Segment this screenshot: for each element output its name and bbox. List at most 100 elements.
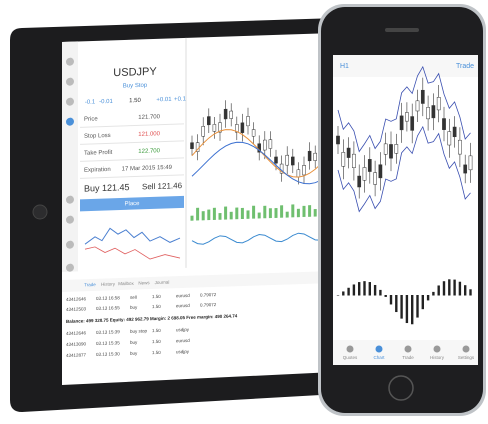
symbol: USDJPY [113,66,157,79]
candle [394,144,399,154]
candle [399,115,404,131]
histogram-bar [426,295,430,301]
field-value[interactable]: 121.000 [138,131,160,138]
histogram-bar [379,289,382,296]
volume-bar [196,207,200,221]
volume-bar [235,207,239,220]
tab-icon[interactable] [462,345,470,353]
histogram-bar [400,295,403,319]
timeframe[interactable]: H1 [340,63,349,70]
volume-bar [212,207,216,220]
candle [285,154,289,166]
cell: 43412646 [66,330,87,336]
field-label: Expiration [84,167,111,174]
cell: buy stop [130,328,148,334]
band-line [337,65,471,153]
histogram-bar [432,291,435,296]
phone-tab[interactable]: History [430,355,445,360]
phone-screen [333,55,478,365]
cell: 0.79072 [200,302,217,308]
cell: eurusd [176,338,190,343]
volume-bar [257,212,261,219]
candle [383,143,388,155]
volume-bar [224,206,228,220]
step[interactable]: -0.1 [85,99,96,105]
tab[interactable]: Mailbox [118,281,134,287]
histogram-bar [347,287,350,296]
tab-icon[interactable] [375,345,383,353]
cell: 1.50 [152,350,161,355]
candle [207,116,211,126]
candle [341,152,346,167]
candle [420,89,425,104]
candle [389,144,393,159]
histogram-bar [352,284,356,296]
cell: usdjpy [176,327,190,332]
volume-bar [313,208,317,217]
tab-icon[interactable] [404,345,412,353]
place-label[interactable]: Place [124,201,140,208]
histogram-bar [395,295,398,313]
volume-bar [252,205,256,219]
balance: Balance: 499 328.75 Equity: 492 962.79 M… [66,313,238,324]
histogram-bar [437,285,440,296]
phone-tab[interactable]: Quotes [343,355,358,360]
histogram-bar [458,281,462,296]
step[interactable]: -0.01 [99,99,113,105]
home-button[interactable] [388,375,414,401]
candle [415,100,420,112]
candle [447,131,452,146]
step[interactable]: +0.1 [174,96,187,102]
candle [223,108,228,120]
cell: buy [130,351,138,356]
tab[interactable]: Journal [155,280,170,285]
tab[interactable]: Trade [84,282,96,287]
cell: buy [130,305,138,310]
tab[interactable]: News [138,280,150,285]
histogram-bar [358,282,361,296]
volume-bar [229,211,233,220]
candle [458,139,462,155]
phone-tab[interactable]: Trade [402,355,414,360]
candle [352,153,356,168]
candle [336,135,340,145]
cell: sell [130,295,137,300]
candle [373,172,377,185]
volume-bar [285,211,289,218]
field-line [80,157,184,162]
field-value[interactable]: 122.700 [138,148,160,155]
volume-bar [308,205,312,217]
candle [468,155,473,171]
histogram-bar [336,295,340,296]
tab-icon[interactable] [433,345,441,353]
candle [201,125,205,137]
step[interactable]: +0.01 [156,97,172,104]
sidebar-icons [66,57,74,272]
phone-tab[interactable]: Settings [458,355,475,360]
place-button[interactable] [80,195,184,212]
histogram-bar [453,279,456,296]
sell-price: Sell 121.46 [142,181,183,191]
candle [431,105,436,119]
volume-bar [274,207,278,218]
field-label: Stop Loss [84,133,111,140]
order-type[interactable]: Buy Stop [123,83,148,90]
cell: eurusd [176,303,190,308]
volume-bar [302,205,306,218]
tab-icon[interactable] [346,345,354,353]
candle [410,116,415,131]
cell: usdjpy [176,349,190,354]
trade-button[interactable]: Trade [456,63,474,70]
cell: 43412646 [66,296,87,302]
tablet-content: USDJPY Buy Stop -0.1 -0.01 1.50 +0.01 +0.1 Pr… [62,37,334,358]
mini-chart-line [84,227,181,245]
field-value[interactable]: 17 Mar 2015 15:49 [122,165,173,173]
field-value[interactable]: 121.700 [138,114,160,121]
sidebar [62,41,78,272]
band-line [337,125,471,213]
candle [452,126,457,138]
phone-tab[interactable]: Chart [373,355,385,360]
tab[interactable]: History [101,281,116,286]
tablet-button [32,204,48,220]
